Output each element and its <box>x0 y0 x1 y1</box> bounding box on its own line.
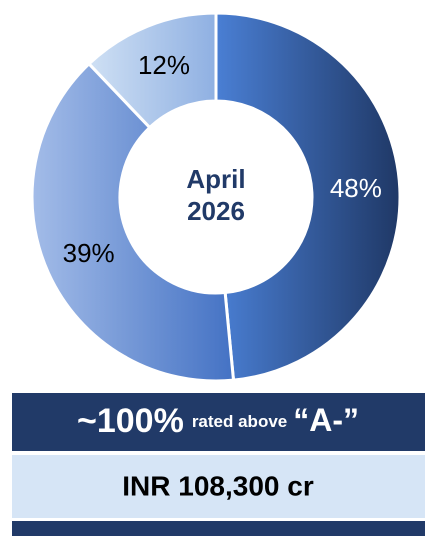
data-label: 39% <box>63 238 115 268</box>
highlight-band <box>12 393 425 451</box>
rating: “A-” <box>293 402 359 438</box>
bottom-band <box>12 521 425 536</box>
donut-segment <box>214 11 402 382</box>
data-label: 12% <box>138 50 190 80</box>
highlight: ~100% <box>77 402 184 440</box>
center-label: 2026 <box>187 196 245 226</box>
donut-segment <box>86 11 218 130</box>
amount-band <box>12 455 425 518</box>
center-label: April <box>186 164 245 194</box>
donut-segment <box>30 61 236 383</box>
data-label: 48% <box>330 173 382 203</box>
amount: INR 108,300 cr <box>122 470 314 501</box>
highlight-line: ~100% rated above “A-” <box>77 402 359 440</box>
highlight-text: rated above <box>192 412 287 431</box>
